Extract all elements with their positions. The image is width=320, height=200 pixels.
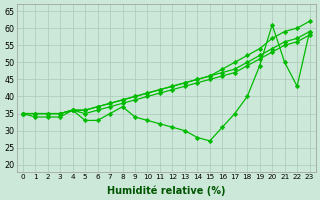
- X-axis label: Humidité relative (%): Humidité relative (%): [107, 185, 225, 196]
